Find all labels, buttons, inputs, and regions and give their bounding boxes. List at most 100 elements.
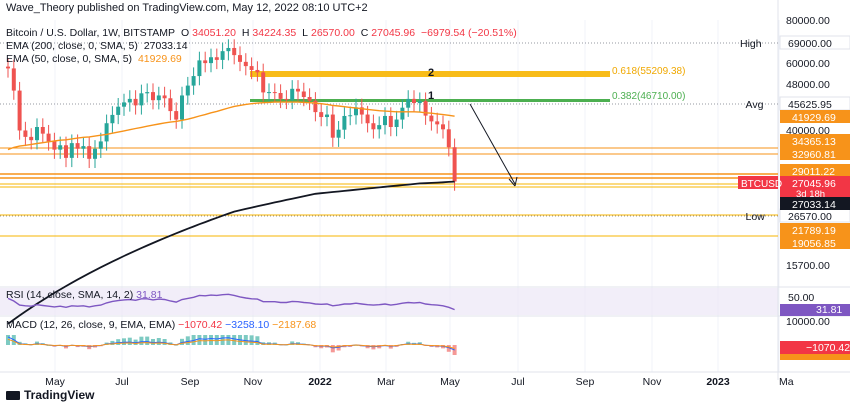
macd-badge-bg-1 <box>780 354 850 360</box>
candle-body-20 <box>122 102 126 107</box>
macd-bar-24 <box>145 336 150 345</box>
price-badge-text-4: 27045.96 <box>792 178 836 190</box>
macd-bar-39 <box>232 335 237 345</box>
candle-body-13 <box>81 146 86 149</box>
x-tick-2: Sep <box>181 376 200 388</box>
ohlc-h-label: H <box>241 27 250 39</box>
price-badge-bg-0 <box>780 110 850 123</box>
macd-badge-text-0: −1070.42 <box>806 342 850 354</box>
candle-body-49 <box>290 88 295 100</box>
candle-body-4 <box>29 136 34 141</box>
candle-body-38 <box>226 47 231 52</box>
price-badge-text-2: 32960.81 <box>792 149 836 161</box>
candle-body-11 <box>69 143 74 158</box>
fib-0618-zone <box>250 71 610 77</box>
x-tick-4: 2022 <box>308 376 332 388</box>
macd-axis-label: 10000.00 <box>786 316 830 328</box>
candle-body-1 <box>11 68 16 91</box>
candle-body-0 <box>6 66 10 69</box>
candle-body-61 <box>359 107 364 115</box>
price-badge-text-3: 29011.22 <box>792 166 835 178</box>
candle-body-71 <box>417 101 422 104</box>
ema50-value: 41929.69 <box>137 53 182 65</box>
candle-body-55 <box>325 114 329 118</box>
candle-body-60 <box>354 107 358 116</box>
macd-label: MACD (12, 26, close, 9, EMA, EMA) <box>6 319 178 331</box>
candle-body-76 <box>446 129 451 148</box>
candle-body-14 <box>87 146 92 159</box>
candle-body-66 <box>388 115 393 128</box>
candle-body-17 <box>104 123 109 142</box>
ohlc-open: 34051.20 <box>192 27 236 39</box>
macd-bar-31 <box>185 336 190 345</box>
candle-body-57 <box>336 129 341 138</box>
rsi-legend: RSI (14, close, SMA, 14, 2) 31.81 <box>6 289 163 301</box>
candle-body-5 <box>35 127 39 141</box>
price-badge-bg-6 <box>780 223 850 236</box>
candle-body-45 <box>267 92 271 94</box>
macd-value-2: −2187.68 <box>272 319 316 331</box>
y-tick-2: 48000.00 <box>786 79 830 91</box>
x-tick-11: Ma <box>779 376 794 388</box>
level-badge-bg-0 <box>779 35 850 50</box>
candles <box>6 39 457 191</box>
x-tick-6: May <box>440 376 461 388</box>
rsi-badge-bg <box>780 304 850 316</box>
candle-body-74 <box>435 121 440 125</box>
candle-body-48 <box>284 98 289 100</box>
level-label-0: High <box>740 38 762 50</box>
candle-body-72 <box>423 101 428 116</box>
macd-bar-30 <box>180 338 184 345</box>
macd-bar-20 <box>122 338 126 345</box>
x-tick-5: Mar <box>377 376 396 388</box>
candle-body-21 <box>127 98 132 103</box>
candle-body-29 <box>174 111 179 120</box>
x-tick-7: Jul <box>511 376 524 388</box>
tradingview-logo[interactable]: TradingView <box>6 388 94 402</box>
y-tick-6: 15700.00 <box>786 260 830 272</box>
ema50-line <box>7 101 455 151</box>
candle-body-10 <box>64 145 68 158</box>
ema50-legend[interactable]: EMA (50, close, 0, SMA, 5) 41929.69 <box>6 53 185 65</box>
macd-value-1: −3258.10 <box>225 319 272 331</box>
ema200-legend[interactable]: EMA (200, close, 0, SMA, 5) 27033.14 <box>6 40 191 52</box>
candle-body-75 <box>441 124 445 130</box>
macd-line <box>7 336 455 351</box>
x-tick-0: May <box>45 376 66 388</box>
price-badge-extra-4: 3d 18h <box>796 189 825 200</box>
candle-body-22 <box>133 98 138 106</box>
candle-body-7 <box>46 133 51 142</box>
candle-body-69 <box>406 98 411 108</box>
macd-bar-27 <box>162 339 167 345</box>
brand-name: TradingView <box>24 388 95 402</box>
symbol-title[interactable]: Bitcoin / U.S. Dollar, 1W, BITSTAMP <box>6 27 176 39</box>
candle-body-59 <box>348 115 353 117</box>
candle-body-24 <box>145 92 150 94</box>
rsi-value: 31.81 <box>136 289 162 301</box>
macd-bar-21 <box>127 337 132 345</box>
price-badge-text-1: 34365.13 <box>792 136 836 148</box>
candle-body-73 <box>429 115 434 122</box>
candle-body-16 <box>98 141 103 149</box>
macd-bar-26 <box>156 338 161 345</box>
candle-body-33 <box>197 60 202 77</box>
candle-body-3 <box>23 130 28 137</box>
level-label-1: Avg <box>746 99 764 111</box>
candle-body-41 <box>243 61 248 67</box>
publisher-line: Wave_Theory published on TradingView.com… <box>6 2 368 14</box>
ema200-line <box>7 180 455 325</box>
candle-body-15 <box>93 148 97 159</box>
level-label-2: Low <box>746 211 766 223</box>
candle-body-26 <box>156 95 161 101</box>
price-badge-text-7: 19056.85 <box>792 238 836 250</box>
candle-body-68 <box>400 107 405 120</box>
level-badge-text-2: 26570.00 <box>788 211 832 223</box>
macd-bar-41 <box>243 335 248 345</box>
candle-body-58 <box>342 115 347 130</box>
candle-body-56 <box>330 114 335 138</box>
candle-body-25 <box>151 92 155 101</box>
level-badge-text-0: 69000.00 <box>788 38 832 50</box>
rsi-label: RSI (14, close, SMA, 14, 2) <box>6 289 136 301</box>
